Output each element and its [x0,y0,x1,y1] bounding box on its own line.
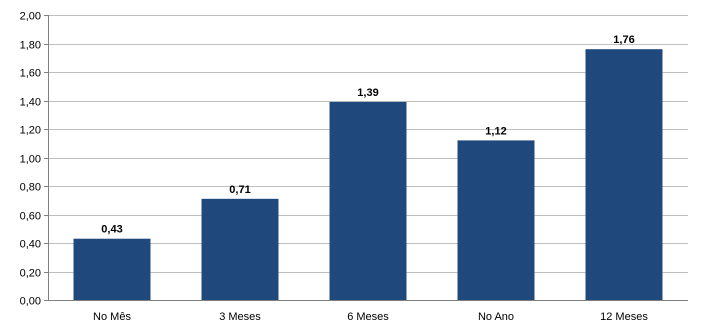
bar [73,238,151,300]
y-tick-label: 1,00 [20,154,41,166]
y-tick-label: 0,60 [20,211,41,223]
y-tick-label: 0,20 [20,268,41,280]
y-tick-label: 1,40 [20,97,41,109]
axes [44,15,688,301]
bar [201,198,279,300]
data-label: 0,71 [229,184,250,196]
bar [329,101,407,300]
y-tick-label: 0,40 [20,239,41,251]
x-axis-tick-labels: No Mês 3 Meses 6 Meses No Ano 12 Meses [93,311,648,323]
data-label: 1,76 [613,34,634,46]
y-axis-tick-labels: 0,00 0,20 0,40 0,60 0,80 1,00 1,20 1,40 1,60 1,80… [20,11,41,308]
data-label: 1,12 [485,125,506,137]
y-tick-label: 1,20 [20,125,41,137]
bar [585,49,663,301]
data-labels: 0,43 0,71 1,39 1,12 1,76 [101,34,634,236]
x-tick-label: No Mês [93,311,131,323]
y-tick-label: 1,80 [20,40,41,52]
data-label: 1,39 [357,87,378,99]
y-tick-label: 1,60 [20,68,41,80]
x-tick-label: 12 Meses [600,311,648,323]
y-tick-label: 2,00 [20,11,41,23]
bar [457,140,535,300]
bars [73,49,663,301]
y-tick-label: 0,80 [20,182,41,194]
data-label: 0,43 [101,224,122,236]
y-tick-label: 0,00 [20,296,41,308]
x-tick-label: 3 Meses [219,311,261,323]
x-tick-label: No Ano [478,311,514,323]
x-tick-label: 6 Meses [347,311,389,323]
